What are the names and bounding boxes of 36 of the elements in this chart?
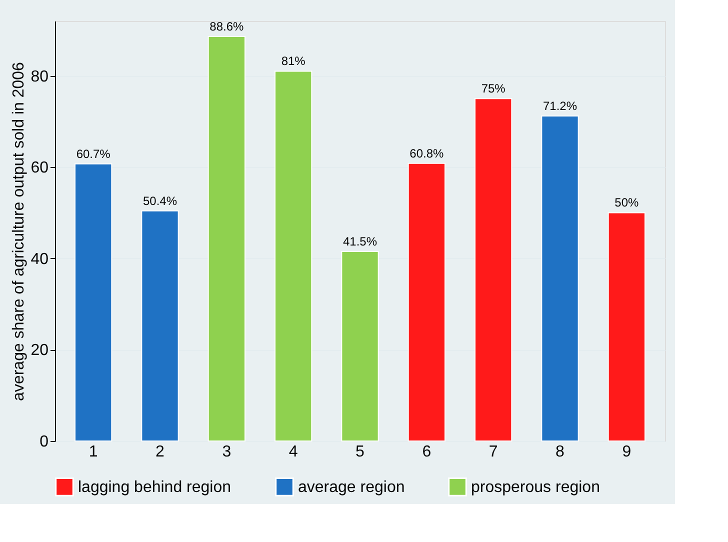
text: 88.6% — [210, 20, 244, 34]
y-tick-label: 40 — [30, 250, 49, 268]
bar — [208, 36, 246, 442]
y-tick-label: 0 — [40, 434, 49, 450]
text: 75% — [481, 82, 506, 96]
x-tick-label: 7 — [488, 444, 498, 460]
bar — [541, 115, 579, 442]
y-tick-label: 80 — [30, 68, 49, 86]
bar — [141, 210, 179, 442]
bar — [274, 70, 312, 442]
bar — [341, 251, 379, 442]
x-tick-label: 8 — [556, 444, 565, 460]
bar — [74, 163, 112, 442]
bar — [474, 98, 512, 442]
x-tick-label: 2 — [156, 444, 165, 460]
legend-label: average region — [298, 478, 405, 496]
y-tick-label: 20 — [30, 342, 49, 360]
y-tick-label: 60 — [30, 160, 49, 177]
legend-label: prosperous region — [471, 478, 600, 496]
legend-label: lagging behind region — [78, 478, 232, 496]
text: 60.7% — [76, 146, 110, 161]
text: 41.5% — [342, 234, 378, 249]
x-tick-label: 5 — [356, 444, 365, 460]
text: 50.4% — [142, 194, 178, 208]
text: 71.2% — [542, 98, 578, 113]
text: 50% — [614, 196, 639, 210]
x-tick-label: 4 — [288, 444, 298, 460]
x-tick-label: 9 — [622, 444, 632, 460]
text: 81% — [281, 54, 306, 68]
text: 60.8% — [410, 146, 444, 160]
y-axis-title: average share of agriculture output sold in 2006 — [10, 62, 28, 401]
x-tick-label: 3 — [222, 444, 232, 460]
bar — [408, 162, 446, 442]
x-tick-label: 6 — [422, 444, 432, 460]
bar — [608, 212, 646, 442]
x-tick-label: 1 — [88, 444, 98, 460]
